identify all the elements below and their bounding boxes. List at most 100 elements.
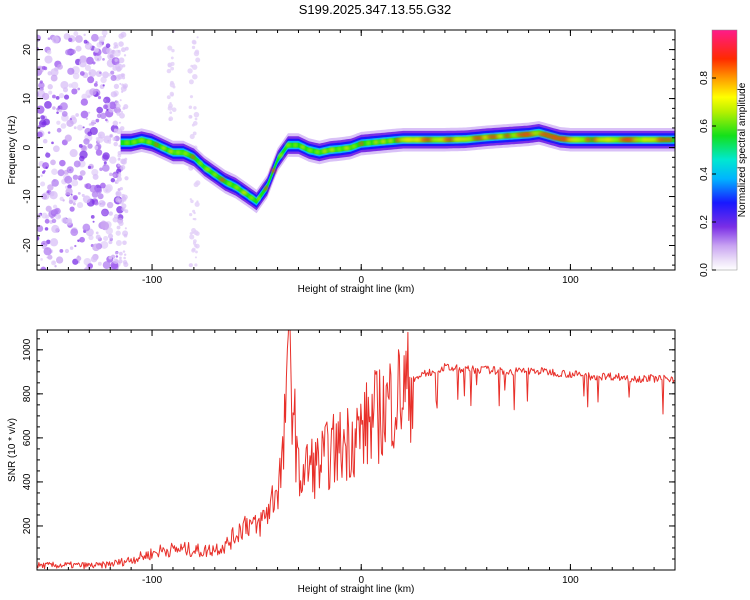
noise-blob — [103, 104, 108, 110]
noise-blob — [96, 41, 103, 48]
noise-blob — [61, 217, 68, 224]
noise-blob — [121, 64, 126, 68]
noise-blob — [195, 250, 198, 254]
noise-blob — [168, 103, 173, 109]
noise-blob — [99, 182, 106, 189]
noise-blob — [116, 176, 122, 182]
y-tick-label: 400 — [22, 473, 33, 490]
noise-blob — [118, 121, 121, 124]
noise-blob — [80, 98, 89, 106]
noise-blob — [40, 115, 45, 120]
noise-blob — [67, 184, 72, 189]
noise-blob — [109, 134, 113, 138]
noise-blob — [64, 248, 70, 254]
noise-blob — [191, 45, 196, 50]
colorbar: 0.0 0.2 0.4 0.6 0.8 Normalized spectral ampl… — [699, 29, 748, 277]
noise-blob — [52, 204, 58, 209]
noise-blob — [94, 201, 99, 206]
spectrogram-marks — [37, 30, 675, 270]
noise-blob — [56, 107, 60, 111]
noise-blob — [169, 111, 173, 114]
noise-blob — [121, 193, 125, 198]
ridge-hotspot — [380, 139, 387, 144]
ridge-hotspot — [264, 186, 269, 191]
ridge-hotspot — [138, 138, 145, 143]
noise-blob — [57, 169, 65, 177]
colorbar-tick-label: 0.6 — [699, 119, 710, 133]
noise-blob — [122, 106, 126, 110]
y-tick-label: 800 — [22, 385, 33, 402]
noise-blob — [50, 68, 59, 77]
noise-blob — [56, 120, 61, 125]
noise-blob — [44, 101, 52, 109]
noise-blob — [97, 193, 104, 200]
noise-blob — [67, 67, 75, 75]
noise-blob — [44, 218, 50, 224]
noise-blob — [72, 174, 79, 181]
colorbar-tick-label: 0.4 — [699, 167, 710, 181]
noise-blob — [82, 223, 91, 232]
ridge-hotspot — [227, 181, 232, 186]
noise-blob — [115, 230, 121, 236]
noise-blob — [119, 186, 124, 191]
noise-blob — [115, 239, 122, 246]
noise-blob — [119, 99, 122, 102]
ridge-hotspot — [366, 141, 371, 145]
ridge-hotspot — [656, 137, 667, 142]
noise-blob — [109, 172, 113, 177]
noise-blob — [59, 248, 64, 253]
noise-blob — [102, 84, 105, 87]
noise-blob — [41, 92, 50, 101]
noise-blob — [47, 184, 54, 191]
ridge-hotspot — [328, 148, 336, 152]
noise-blob — [84, 42, 93, 50]
noise-blob — [170, 93, 174, 97]
noise-blob — [87, 165, 92, 170]
noise-blob — [194, 263, 198, 267]
noise-blob — [118, 41, 124, 47]
noise-blob — [83, 138, 90, 145]
noise-blob — [90, 121, 95, 126]
noise-blob — [52, 94, 56, 99]
ridge-hotspot — [131, 140, 137, 144]
noise-blob — [102, 71, 110, 79]
noise-blob — [109, 156, 117, 164]
noise-blob — [95, 234, 101, 240]
ridge-hotspot — [278, 153, 284, 158]
noise-blob — [44, 227, 49, 231]
noise-blob — [98, 35, 105, 43]
y-tick-label: 0 — [22, 144, 33, 150]
noise-blob — [55, 213, 61, 220]
ridge-hotspot — [584, 137, 592, 142]
noise-blob — [110, 70, 115, 75]
noise-blob — [123, 261, 129, 268]
noise-blob — [195, 57, 201, 63]
colorbar-tick-label: 0.8 — [699, 71, 710, 85]
ridge-band — [120, 130, 675, 204]
noise-blob — [187, 68, 193, 74]
ridge-hotspot — [343, 146, 350, 150]
noise-blob — [47, 191, 50, 194]
noise-blob — [91, 191, 99, 198]
ridge-hotspot — [373, 140, 379, 145]
noise-blob — [117, 157, 121, 161]
noise-blob — [80, 110, 89, 119]
ridge-hotspot — [161, 146, 166, 150]
noise-blob — [96, 113, 102, 118]
noise-blob — [103, 235, 109, 242]
noise-blob — [58, 93, 65, 99]
noise-blob — [118, 144, 121, 148]
noise-blob — [102, 58, 105, 61]
noise-blob — [50, 159, 56, 166]
ridge-hotspot — [321, 149, 328, 154]
noise-blob — [193, 111, 200, 118]
noise-blob — [83, 39, 88, 44]
noise-blob — [87, 76, 95, 84]
noise-blob — [114, 179, 119, 185]
noise-blob — [124, 176, 129, 181]
noise-blob — [63, 94, 70, 100]
ridge-hotspot — [198, 161, 203, 166]
noise-blob — [88, 111, 91, 114]
